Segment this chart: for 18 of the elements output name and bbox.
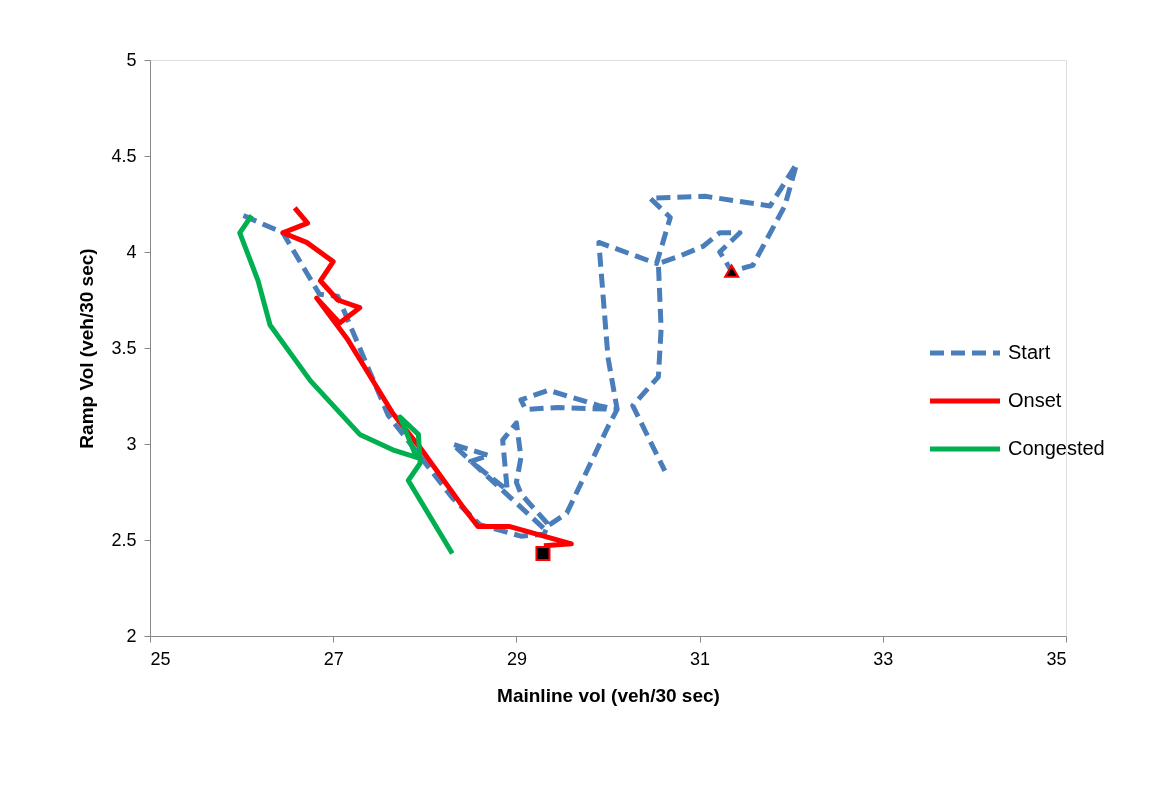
y-tick-label: 3.5 — [111, 337, 137, 358]
x-tick-label: 27 — [323, 648, 344, 669]
legend-label: Start — [1008, 341, 1051, 363]
x-axis-title: Mainline vol (veh/30 sec) — [497, 684, 720, 706]
x-tick-label: 29 — [506, 648, 527, 669]
y-tick-label: 4 — [126, 241, 137, 262]
y-axis-title: Ramp Vol (veh/30 sec) — [76, 248, 98, 449]
y-tick-label: 3 — [126, 433, 137, 454]
legend-label: Onset — [1008, 389, 1062, 411]
y-tick-label: 2.5 — [111, 529, 137, 550]
legend-label: Congested — [1008, 437, 1105, 459]
y-tick-label: 2 — [126, 625, 137, 646]
x-tick-label: 25 — [150, 648, 171, 669]
x-tick-label: 33 — [873, 648, 894, 669]
x-tick-label: 31 — [690, 648, 711, 669]
y-tick-label: 4.5 — [111, 145, 137, 166]
y-tick-label: 5 — [126, 49, 137, 70]
x-tick-label: 35 — [1046, 648, 1067, 669]
